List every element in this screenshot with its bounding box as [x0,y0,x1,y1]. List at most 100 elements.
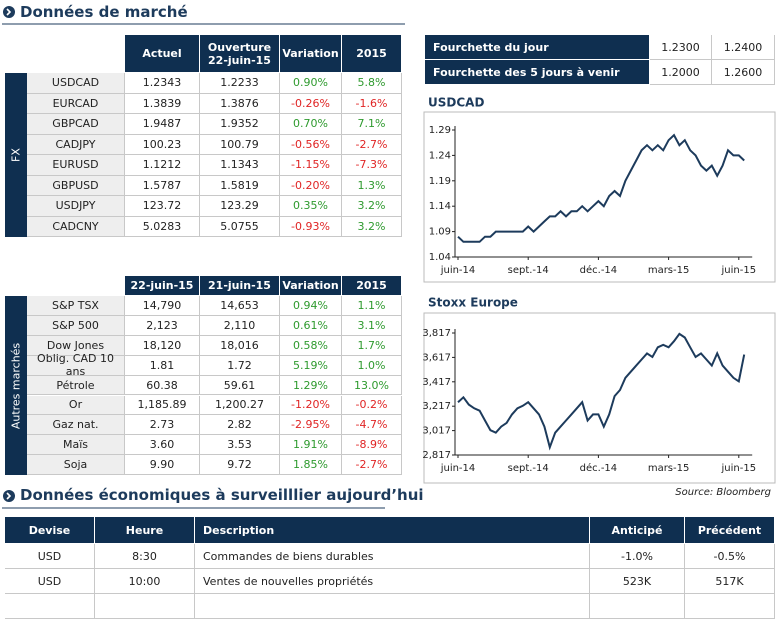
column-header: 22-juin-15 [125,276,200,296]
table-cell: 1.0% [342,355,402,376]
table-cell: 1.5819 [200,175,280,196]
chart-title: Stoxx Europe [428,296,518,310]
row-label: GBPCAD [27,114,125,135]
table-cell: 5.8% [342,73,402,94]
y-tick-label: 1.19 [429,176,451,187]
y-tick-label: 1.04 [429,252,451,263]
empty-cell [685,594,775,619]
row-label: Maïs [27,435,125,456]
x-tick-label: mars-15 [648,463,690,474]
table-cell: 3.1% [342,315,402,336]
column-header: 2015 [342,276,402,296]
table-cell: 14,653 [200,296,280,316]
row-label: CADJPY [27,134,125,155]
column-header: Variation [280,276,342,296]
table-cell: -1.6% [342,93,402,114]
row-label: S&P TSX [27,296,125,316]
table-cell: 123.29 [200,196,280,217]
table-cell: 3.53 [200,435,280,456]
row-label: Pétrole [27,375,125,396]
x-tick-label: mars-15 [648,265,690,276]
table-cell: 123.72 [125,196,200,217]
table-cell: 3.2% [342,216,402,237]
x-tick-label: déc.-14 [580,462,618,474]
row-label: Gaz nat. [27,415,125,436]
row-label: Oblig. CAD 10 ans [27,352,125,378]
table-cell: -0.5% [685,544,775,569]
row-label: Fourchette des 5 jours à venir [425,60,650,85]
row-label: Dow Jones [27,335,125,356]
table-cell: 5.0283 [125,216,200,237]
table-cell: 0.61% [280,315,342,336]
source: Source: Bloomberg [675,487,771,498]
table-cell: 100.23 [125,134,200,155]
column-header: Description [195,517,590,544]
table-cell: 7.1% [342,114,402,135]
table-cell: 0.90% [280,73,342,94]
column-header: Variation [280,35,342,73]
table-cell: USD [5,544,95,569]
x-tick-label: juin-14 [440,463,476,474]
empty-cell [5,594,95,619]
table-cell: 0.58% [280,335,342,356]
table-cell: Commandes de biens durables [195,544,590,569]
row-label: USDCAD [27,73,125,94]
table-cell: 1.1% [342,296,402,316]
row-label: USDJPY [27,196,125,217]
table-cell: 100.79 [200,134,280,155]
empty-cell [195,594,590,619]
table-cell: 1.3% [342,175,402,196]
table-cell: 2.73 [125,415,200,436]
column-header: 21-juin-15 [200,276,280,296]
page-title: Données de marché [20,3,188,21]
table-cell: 1.2000 [650,60,712,85]
table-cell: 5.0755 [200,216,280,237]
x-tick-label: juin-14 [440,265,476,276]
table-cell: 1.91% [280,435,342,456]
table-cell: -0.93% [280,216,342,237]
row-label: GBPUSD [27,175,125,196]
row-label: CADCNY [27,216,125,237]
table-cell: Ventes de nouvelles propriétés [195,569,590,594]
table-cell: 3.2% [342,196,402,217]
y-tick-label: 1.14 [429,201,451,212]
table-cell: 1.3839 [125,93,200,114]
x-tick-label: juin-15 [721,463,757,474]
table-cell: 9.72 [200,455,280,476]
y-tick-label: 2,817 [422,450,451,461]
table-cell: 0.35% [280,196,342,217]
table-cell: 1.5787 [125,175,200,196]
table-cell: 1.29% [280,375,342,396]
table-cell: -0.26% [280,93,342,114]
table-cell: 1.2343 [125,73,200,94]
section-icon-chevron [6,492,12,500]
table-cell: 1.1343 [200,155,280,176]
table-cell: 18,120 [125,335,200,356]
section-icon-chevron [6,8,12,16]
y-tick-label: 1.24 [429,150,451,161]
chart-title: USDCAD [428,96,484,110]
column-header: 2015 [342,35,402,73]
table-cell: -0.2% [342,395,402,416]
table-cell: -4.7% [342,415,402,436]
y-tick-label: 3,817 [422,328,451,339]
table-cell: 59.61 [200,375,280,396]
column-header: Précédent [685,517,775,544]
table-cell: -8.9% [342,435,402,456]
row-label: Or [27,395,125,416]
table-cell: 1.9352 [200,114,280,135]
table-cell: 1.2400 [712,35,775,60]
table-cell: 523K [590,569,685,594]
table-cell: 1.9487 [125,114,200,135]
table-cell: 3.60 [125,435,200,456]
table-cell: 1.2300 [650,35,712,60]
row-label: EURUSD [27,155,125,176]
row-label: Fourchette du jour [425,35,650,60]
table-cell: 1.72 [200,355,280,376]
table-cell: 1.2600 [712,60,775,85]
table-cell: -2.7% [342,455,402,476]
y-tick-label: 3,217 [422,401,451,412]
table-cell: 1.2233 [200,73,280,94]
row-label: Soja [27,455,125,476]
